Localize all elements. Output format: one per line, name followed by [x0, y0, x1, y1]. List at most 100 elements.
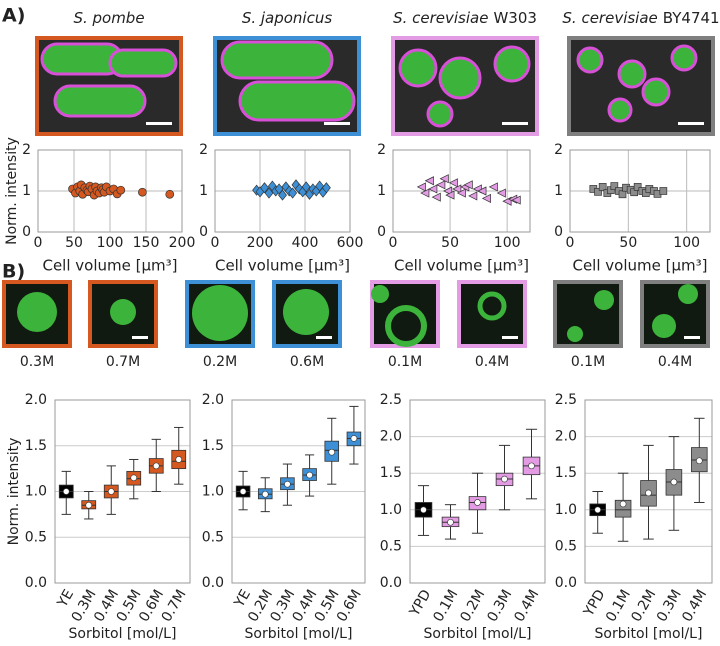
- box: [614, 499, 632, 518]
- x-axis-label: Sorbitol [mol/L]: [69, 626, 177, 642]
- plot-frame: [569, 149, 711, 233]
- micrograph: [457, 280, 527, 348]
- x-axis-label: Cell volume [μm³]: [215, 257, 350, 275]
- x-tick-label: 0: [211, 235, 220, 251]
- mean: [645, 489, 652, 497]
- image-label: 0.1M: [388, 354, 422, 370]
- x-tick-label: 0.4M: [679, 587, 710, 625]
- micrograph: [213, 36, 361, 136]
- x-tick-label: 600: [337, 235, 364, 251]
- y-tick-label: 0.0: [555, 575, 577, 591]
- mean: [284, 480, 291, 488]
- x-tick-label: 0.3M: [484, 587, 515, 625]
- y-tick-label: 0.0: [380, 575, 402, 591]
- y-tick-label: 0: [554, 224, 563, 240]
- micrograph: [370, 280, 440, 348]
- x-tick-label: 0: [34, 235, 43, 251]
- x-tick-label: 400: [292, 235, 319, 251]
- mean: [85, 501, 93, 509]
- y-tick-label: 1.5: [25, 438, 47, 454]
- y-tick-label: 2: [199, 142, 208, 158]
- point: [288, 187, 298, 199]
- x-axis-label: Cell volume [μm³]: [572, 257, 707, 275]
- y-tick-label: 0.5: [555, 538, 577, 554]
- image-title: S. cerevisiae BY4741: [562, 9, 719, 27]
- x-tick-label: YE: [54, 587, 77, 611]
- mean: [420, 506, 427, 514]
- panel-label: B): [2, 261, 25, 283]
- y-tick-label: 2.0: [380, 429, 402, 445]
- y-tick-label: 1.5: [380, 465, 402, 481]
- y-axis-label: Norm. intensity: [4, 137, 20, 245]
- micrograph: [2, 280, 72, 348]
- x-tick-label: 0: [389, 235, 398, 251]
- point: [452, 184, 462, 194]
- mean: [447, 518, 454, 526]
- x-axis-label: Sorbitol [mol/L]: [424, 626, 532, 642]
- x-tick-label: 100: [97, 235, 124, 251]
- x-tick-label: 100: [673, 235, 700, 251]
- image-title: S. japonicus: [242, 9, 333, 27]
- x-tick-label: 50: [619, 235, 637, 251]
- point: [301, 181, 311, 193]
- x-tick-label: 0.1M: [603, 587, 634, 625]
- micrograph: [640, 280, 710, 348]
- species: S. cerevisiae: [562, 9, 657, 27]
- y-tick-label: 1.0: [202, 484, 224, 500]
- plot-frame: [584, 399, 713, 584]
- y-tick-label: 0.5: [202, 529, 224, 545]
- y-tick-label: 2.5: [555, 392, 577, 408]
- point: [416, 182, 426, 192]
- x-tick-label: 200: [247, 235, 274, 251]
- point: [436, 180, 446, 190]
- mean: [619, 500, 627, 508]
- x-tick-label: 100: [494, 235, 521, 251]
- image-label: 0.4M: [658, 354, 692, 370]
- micrograph: [567, 36, 715, 136]
- x-tick-label: 0.4M: [511, 587, 542, 625]
- y-tick-label: 0: [377, 224, 386, 240]
- y-tick-label: 0.0: [202, 575, 224, 591]
- point: [618, 190, 627, 199]
- x-tick-label: 50: [441, 235, 459, 251]
- point: [420, 188, 430, 198]
- mean: [670, 478, 678, 486]
- plot-frame: [231, 399, 366, 584]
- x-axis-label: Sorbitol [mol/L]: [245, 626, 353, 642]
- image-label: 0.4M: [475, 354, 509, 370]
- x-tick-label: 0.7M: [159, 587, 190, 625]
- mean: [239, 488, 247, 495]
- mean: [62, 488, 70, 495]
- y-tick-label: 2.5: [380, 392, 402, 408]
- mean: [306, 471, 313, 479]
- plot-frame: [214, 149, 351, 233]
- y-tick-label: 1: [554, 183, 563, 199]
- x-tick-label: 150: [133, 235, 160, 251]
- y-tick-label: 2: [22, 142, 31, 158]
- micrograph: [88, 280, 158, 348]
- panel-label: A): [2, 5, 25, 27]
- x-tick-label: 0.1M: [430, 587, 461, 625]
- y-tick-label: 2: [377, 142, 386, 158]
- point: [165, 189, 175, 199]
- species: S. cerevisiae: [393, 9, 488, 27]
- image-title: S. pombe: [73, 9, 144, 27]
- mean: [152, 462, 160, 470]
- mean: [501, 475, 508, 483]
- y-tick-label: 0.5: [380, 538, 402, 554]
- point: [445, 190, 455, 200]
- point: [610, 182, 619, 190]
- point: [598, 183, 607, 191]
- mean: [695, 457, 703, 465]
- point: [448, 178, 458, 188]
- y-tick-label: 1.0: [380, 502, 402, 518]
- micrograph: [391, 36, 539, 136]
- micrograph: [185, 280, 255, 348]
- strain: W303: [493, 9, 536, 27]
- point: [116, 185, 126, 195]
- point: [439, 174, 449, 184]
- y-tick-label: 2.0: [202, 392, 224, 408]
- mean: [107, 488, 115, 495]
- point: [431, 192, 441, 202]
